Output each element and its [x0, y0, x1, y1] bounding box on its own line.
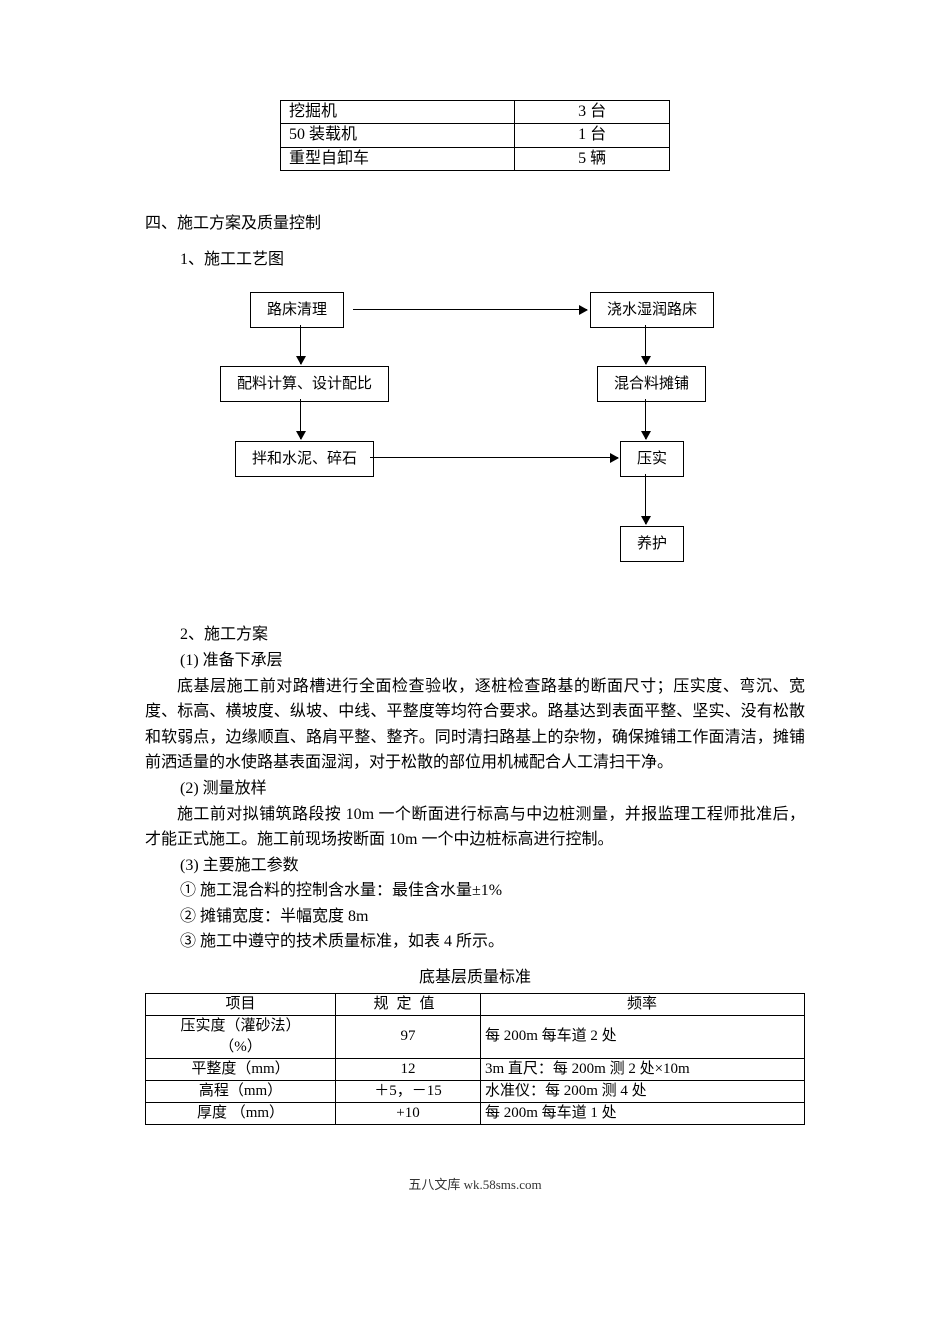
- sub-section-title: 1、施工工艺图: [180, 247, 805, 273]
- column-header: 频率: [481, 993, 805, 1015]
- page-footer: 五八文库 wk.58sms.com: [145, 1175, 805, 1196]
- flow-node: 浇水湿润路床: [590, 292, 714, 328]
- flow-arrow-right: [353, 309, 587, 310]
- table-row: 50 装载机 1 台: [281, 124, 670, 147]
- table-cell: 平整度（mm）: [146, 1058, 336, 1080]
- table-cell: 水准仪：每 200m 测 4 处: [481, 1080, 805, 1102]
- flow-node: 路床清理: [250, 292, 344, 328]
- column-header: 规定值: [336, 993, 481, 1015]
- item-heading: (2) 测量放样: [180, 776, 805, 802]
- table-cell: ＋5，－15: [336, 1080, 481, 1102]
- table-caption: 底基层质量标准: [145, 965, 805, 991]
- table-cell: 97: [336, 1015, 481, 1058]
- table-row: 高程（mm） ＋5，－15 水准仪：每 200m 测 4 处: [146, 1080, 805, 1102]
- equipment-table: 挖掘机 3 台 50 装载机 1 台 重型自卸车 5 辆: [280, 100, 670, 171]
- equipment-name: 50 装载机: [281, 124, 515, 147]
- table-cell: +10: [336, 1102, 481, 1124]
- paragraph: 底基层施工前对路槽进行全面检查验收，逐桩检查路基的断面尺寸；压实度、弯沉、宽度、…: [145, 674, 805, 776]
- flow-arrow-right: [370, 457, 618, 458]
- flow-node: 养护: [620, 526, 684, 562]
- equipment-qty: 5 辆: [515, 147, 670, 170]
- table-row: 平整度（mm） 12 3m 直尺：每 200m 测 2 处×10m: [146, 1058, 805, 1080]
- flow-arrow-down: [300, 399, 301, 439]
- table-cell: 每 200m 每车道 2 处: [481, 1015, 805, 1058]
- section-title: 四、施工方案及质量控制: [145, 211, 805, 237]
- table-row: 重型自卸车 5 辆: [281, 147, 670, 170]
- table-cell: 每 200m 每车道 1 处: [481, 1102, 805, 1124]
- table-row: 挖掘机 3 台: [281, 101, 670, 124]
- table-row: 压实度（灌砂法） （%） 97 每 200m 每车道 2 处: [146, 1015, 805, 1058]
- table-row: 厚度 （mm） +10 每 200m 每车道 1 处: [146, 1102, 805, 1124]
- paragraph: 施工前对拟铺筑路段按 10m 一个断面进行标高与中边桩测量，并报监理工程师批准后…: [145, 802, 805, 853]
- list-item: ① 施工混合料的控制含水量：最佳含水量±1%: [180, 878, 805, 904]
- table-header-row: 项目 规定值 频率: [146, 993, 805, 1015]
- sub-section-title: 2、施工方案: [180, 622, 805, 648]
- flow-node: 拌和水泥、碎石: [235, 441, 374, 477]
- flow-arrow-down: [645, 474, 646, 524]
- table-cell: 高程（mm）: [146, 1080, 336, 1102]
- list-item: ③ 施工中遵守的技术质量标准，如表 4 所示。: [180, 929, 805, 955]
- table-cell: 3m 直尺：每 200m 测 2 处×10m: [481, 1058, 805, 1080]
- flow-node: 混合料摊铺: [597, 366, 706, 402]
- flow-node: 压实: [620, 441, 684, 477]
- equipment-name: 重型自卸车: [281, 147, 515, 170]
- table-cell: 压实度（灌砂法） （%）: [146, 1015, 336, 1058]
- process-flowchart: 路床清理 配料计算、设计配比 拌和水泥、碎石 浇水湿润路床 混合料摊铺 压实 养…: [145, 292, 805, 592]
- quality-standards-table: 项目 规定值 频率 压实度（灌砂法） （%） 97 每 200m 每车道 2 处…: [145, 993, 805, 1125]
- equipment-qty: 1 台: [515, 124, 670, 147]
- list-item: ② 摊铺宽度：半幅宽度 8m: [180, 904, 805, 930]
- equipment-name: 挖掘机: [281, 101, 515, 124]
- item-heading: (3) 主要施工参数: [180, 853, 805, 879]
- flow-arrow-down: [645, 325, 646, 364]
- flow-arrow-down: [300, 325, 301, 364]
- flow-node: 配料计算、设计配比: [220, 366, 389, 402]
- table-cell: 厚度 （mm）: [146, 1102, 336, 1124]
- equipment-qty: 3 台: [515, 101, 670, 124]
- item-heading: (1) 准备下承层: [180, 648, 805, 674]
- flow-arrow-down: [645, 399, 646, 439]
- table-cell: 12: [336, 1058, 481, 1080]
- column-header: 项目: [146, 993, 336, 1015]
